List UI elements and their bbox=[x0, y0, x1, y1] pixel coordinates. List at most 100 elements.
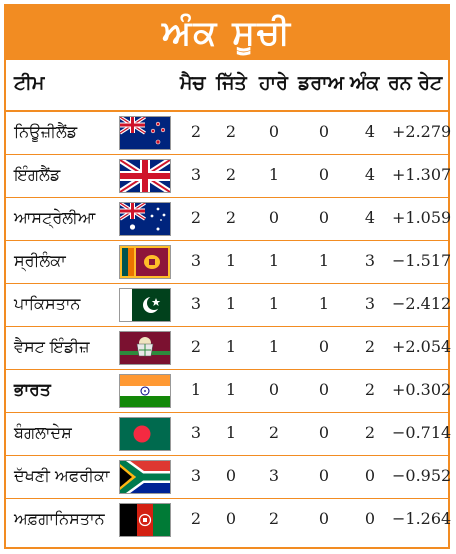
team-name: ਪਾਕਿਸਤਾਨ bbox=[14, 294, 81, 313]
points-value: 2 bbox=[364, 423, 376, 442]
india-flag-icon bbox=[120, 375, 170, 407]
table-row: ਵੈਸਟ ਇੰਡੀਜ਼ 2 1 1 0 2 +2.054 bbox=[6, 327, 452, 370]
header-lost: ਹਾਰੇ bbox=[259, 72, 288, 94]
points-value: 4 bbox=[364, 122, 376, 141]
draw-value: 0 bbox=[318, 423, 330, 442]
lost-value: 1 bbox=[268, 165, 280, 184]
south-africa-flag-icon bbox=[120, 461, 170, 493]
won-value: 2 bbox=[225, 208, 237, 227]
lost-value: 1 bbox=[268, 337, 280, 356]
header-team: ਟੀਮ bbox=[14, 72, 45, 94]
draw-value: 1 bbox=[318, 294, 330, 313]
team-name: ਆਸਟ੍ਰੇਲੀਆ bbox=[14, 208, 96, 227]
team-name: ਬੰਗਲਾਦੇਸ਼ bbox=[14, 423, 72, 442]
run-rate-value: +1.307 bbox=[392, 165, 452, 184]
table-row: ਨਿਊਜ਼ੀਲੈਂਡ bbox=[6, 112, 452, 155]
matches-value: 3 bbox=[190, 294, 202, 313]
run-rate-value: −2.412 bbox=[392, 294, 452, 313]
west-indies-flag-icon bbox=[120, 332, 170, 364]
table-row: ਦੱਖਣੀ ਅਫਰੀਕਾ 3 0 3 0 0 −0.952 bbox=[6, 456, 452, 499]
matches-value: 1 bbox=[190, 380, 202, 399]
matches-value: 3 bbox=[190, 423, 202, 442]
australia-flag-icon bbox=[120, 203, 170, 235]
draw-value: 0 bbox=[318, 122, 330, 141]
won-value: 2 bbox=[225, 165, 237, 184]
draw-value: 0 bbox=[318, 466, 330, 485]
matches-value: 2 bbox=[190, 337, 202, 356]
table-row: ਬੰਗਲਾਦੇਸ਼ 3 1 2 0 2 −0.714 bbox=[6, 413, 452, 456]
matches-value: 3 bbox=[190, 466, 202, 485]
run-rate-value: +2.279 bbox=[392, 122, 452, 141]
team-name: ਦੱਖਣੀ ਅਫਰੀਕਾ bbox=[14, 466, 110, 485]
lost-value: 1 bbox=[268, 251, 280, 270]
points-value: 2 bbox=[364, 337, 376, 356]
lost-value: 0 bbox=[268, 122, 280, 141]
points-value: 0 bbox=[364, 466, 376, 485]
table-row: ਅਫ਼ਗਾਨਿਸਤਾਨ 2 0 2 0 0 −1.264 bbox=[6, 499, 452, 542]
won-value: 1 bbox=[225, 423, 237, 442]
team-name: ਇੰਗਲੈਂਡ bbox=[14, 165, 61, 184]
header-matches: ਮੈਚ bbox=[180, 72, 206, 94]
won-value: 1 bbox=[225, 380, 237, 399]
table-row: ਪਾਕਿਸਤਾਨ 3 1 1 1 3 −2.412 bbox=[6, 284, 452, 327]
points-table: ਅੰਕ ਸੂਚੀ ਟੀਮ ਮੈਚ ਜਿੱਤੇ ਹਾਰੇ ਡਰਾਅ ਅੰਕ ਰਨ … bbox=[4, 4, 452, 549]
table-row: ਇੰਗਲੈਂਡ 3 2 1 0 4 +1.307 bbox=[6, 155, 452, 198]
draw-value: 0 bbox=[318, 509, 330, 528]
draw-value: 0 bbox=[318, 380, 330, 399]
lost-value: 1 bbox=[268, 294, 280, 313]
won-value: 1 bbox=[225, 337, 237, 356]
table-row: ਭਾਰਤ 1 1 0 0 2 +0.302 bbox=[6, 370, 452, 413]
run-rate-value: +2.054 bbox=[392, 337, 452, 356]
won-value: 0 bbox=[225, 466, 237, 485]
header-won: ਜਿੱਤੇ bbox=[216, 72, 247, 94]
points-value: 0 bbox=[364, 509, 376, 528]
matches-value: 2 bbox=[190, 208, 202, 227]
lost-value: 2 bbox=[268, 423, 280, 442]
points-value: 4 bbox=[364, 165, 376, 184]
team-name: ਅਫ਼ਗਾਨਿਸਤਾਨ bbox=[14, 509, 105, 528]
lost-value: 0 bbox=[268, 208, 280, 227]
draw-value: 0 bbox=[318, 165, 330, 184]
run-rate-value: +0.302 bbox=[392, 380, 452, 399]
header-draw: ਡਰਾਅ bbox=[298, 72, 344, 94]
matches-value: 2 bbox=[190, 509, 202, 528]
matches-value: 3 bbox=[190, 251, 202, 270]
won-value: 0 bbox=[225, 509, 237, 528]
run-rate-value: −1.264 bbox=[392, 509, 452, 528]
pakistan-flag-icon bbox=[120, 289, 170, 321]
run-rate-value: +1.059 bbox=[392, 208, 452, 227]
draw-value: 0 bbox=[318, 208, 330, 227]
lost-value: 0 bbox=[268, 380, 280, 399]
page-title: ਅੰਕ ਸੂਚੀ bbox=[161, 13, 293, 53]
team-name: ਨਿਊਜ਼ੀਲੈਂਡ bbox=[14, 122, 78, 141]
draw-value: 1 bbox=[318, 251, 330, 270]
matches-value: 2 bbox=[190, 122, 202, 141]
afghanistan-flag-icon bbox=[120, 504, 170, 536]
draw-value: 0 bbox=[318, 337, 330, 356]
run-rate-value: −0.952 bbox=[392, 466, 452, 485]
points-value: 3 bbox=[364, 251, 376, 270]
run-rate-value: −0.714 bbox=[392, 423, 452, 442]
header-run-rate: ਰਨ ਰੇਟ bbox=[388, 72, 443, 94]
title-bar: ਅੰਕ ਸੂਚੀ bbox=[6, 6, 448, 60]
table-body: ਨਿਊਜ਼ੀਲੈਂਡ bbox=[6, 112, 452, 542]
new-zealand-flag-icon bbox=[120, 117, 170, 149]
run-rate-value: −1.517 bbox=[392, 251, 452, 270]
won-value: 1 bbox=[225, 294, 237, 313]
won-value: 2 bbox=[225, 122, 237, 141]
team-name: ਵੈਸਟ ਇੰਡੀਜ਼ bbox=[14, 337, 90, 356]
points-value: 3 bbox=[364, 294, 376, 313]
points-value: 4 bbox=[364, 208, 376, 227]
matches-value: 3 bbox=[190, 165, 202, 184]
team-name: ਭਾਰਤ bbox=[14, 380, 51, 400]
table-row: ਆਸਟ੍ਰੇਲੀਆ bbox=[6, 198, 452, 241]
table-row: ਸ੍ਰੀਲੰਕਾ 3 1 1 1 3 −1.517 bbox=[6, 241, 452, 284]
points-value: 2 bbox=[364, 380, 376, 399]
sri-lanka-flag-icon bbox=[120, 246, 170, 278]
header-points: ਅੰਕ bbox=[350, 72, 380, 94]
team-name: ਸ੍ਰੀਲੰਕਾ bbox=[14, 251, 66, 270]
won-value: 1 bbox=[225, 251, 237, 270]
uk-flag-icon bbox=[120, 160, 170, 192]
table-header: ਟੀਮ ਮੈਚ ਜਿੱਤੇ ਹਾਰੇ ਡਰਾਅ ਅੰਕ ਰਨ ਰੇਟ bbox=[6, 60, 448, 112]
bangladesh-flag-icon bbox=[120, 418, 170, 450]
